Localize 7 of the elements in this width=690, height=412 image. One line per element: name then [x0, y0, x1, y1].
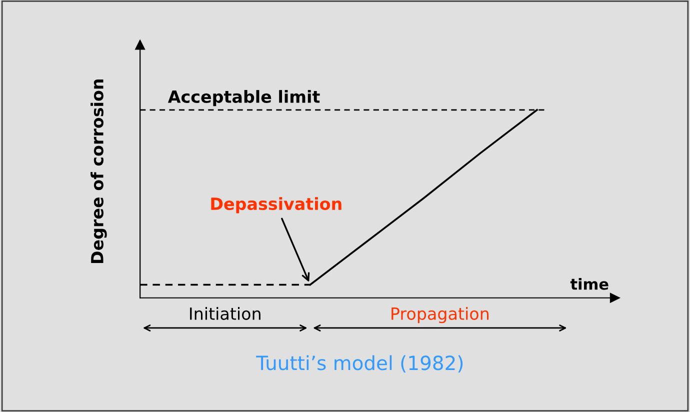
text: Initiation [190, 307, 260, 320]
ref-line-label: Acceptable limit [168, 90, 320, 106]
y-axis-title: Degree of corrosion [90, 80, 107, 264]
text: Propagation [392, 307, 488, 324]
x-axis-title: time [570, 278, 608, 290]
text: Tuutti’s model (1982) [256, 355, 463, 373]
annotation: Depassivation [211, 197, 342, 214]
